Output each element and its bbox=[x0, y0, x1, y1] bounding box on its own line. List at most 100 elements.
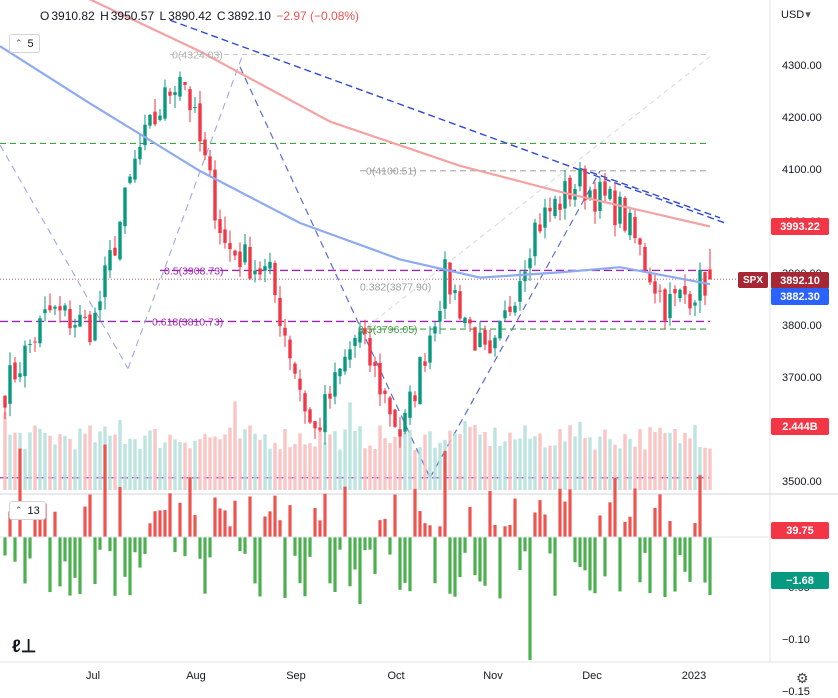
oscillator-bar bbox=[33, 503, 37, 537]
oscillator-bar bbox=[23, 537, 27, 584]
fib-annotations: 0(4324.03) 0.5(3908.73) 0.618(3810.73) 0(41… bbox=[152, 50, 431, 337]
volume-bar bbox=[258, 439, 262, 490]
candle-body bbox=[93, 313, 97, 341]
oscillator-bar bbox=[73, 537, 77, 578]
time-tick-label: Sep bbox=[286, 670, 306, 682]
volume-bar bbox=[578, 421, 582, 490]
faint-diagonal bbox=[359, 56, 711, 333]
candle-body bbox=[38, 318, 42, 344]
oscillator-bar bbox=[698, 475, 702, 537]
candle-body bbox=[468, 319, 472, 324]
candle-body bbox=[608, 188, 612, 200]
oscillator-bar bbox=[328, 537, 332, 584]
volume-bar bbox=[668, 432, 672, 490]
oscillator-bar bbox=[553, 537, 557, 596]
oscillator-bar bbox=[98, 537, 102, 550]
oscillator-bar bbox=[108, 537, 112, 552]
oscillator-bar bbox=[338, 537, 342, 550]
volume-bar bbox=[403, 432, 407, 490]
candle-body bbox=[118, 221, 122, 260]
volume-bar bbox=[133, 439, 137, 490]
volume-bar bbox=[363, 448, 367, 490]
gear-icon[interactable]: ⚙ bbox=[796, 670, 809, 686]
candle-body bbox=[578, 168, 582, 187]
candle-body bbox=[298, 378, 302, 390]
symbol-tag: SPX bbox=[738, 272, 768, 288]
oscillator-bar bbox=[313, 508, 317, 537]
candle-body bbox=[548, 207, 552, 212]
volume-bar bbox=[63, 435, 67, 490]
volume-bar bbox=[498, 446, 502, 490]
oscillator-bar bbox=[103, 444, 107, 537]
oscillator-bar bbox=[448, 537, 452, 594]
candle-body bbox=[363, 328, 367, 334]
volume-bars bbox=[3, 401, 712, 490]
candle-body bbox=[223, 229, 227, 243]
channel-line-left bbox=[0, 144, 129, 369]
volume-bar bbox=[323, 442, 327, 490]
volume-bar bbox=[393, 436, 397, 490]
price-tick-label: 4100.00 bbox=[782, 164, 822, 176]
time-tick-label: Jul bbox=[85, 670, 101, 682]
candle-body bbox=[698, 270, 702, 301]
oscillator-bar bbox=[423, 523, 427, 537]
oscillator-bar bbox=[513, 498, 517, 537]
candle-body bbox=[398, 429, 402, 437]
volume-bar bbox=[658, 427, 662, 490]
candle-body bbox=[678, 289, 682, 299]
candle-body bbox=[513, 305, 517, 313]
candle-body bbox=[263, 266, 267, 271]
oscillator-bar bbox=[443, 450, 447, 537]
oscillator-bar bbox=[193, 515, 197, 537]
oscillator-bar bbox=[648, 537, 652, 594]
tradingview-logo[interactable]: ℓ⊥ bbox=[12, 636, 37, 656]
candle-body bbox=[588, 190, 592, 198]
volume-bar bbox=[248, 425, 252, 490]
candlesticks bbox=[3, 71, 712, 448]
candle-body bbox=[348, 349, 352, 360]
volume-bar bbox=[28, 432, 32, 490]
oscillator-bar bbox=[208, 537, 212, 558]
volume-bar bbox=[203, 434, 207, 490]
candle-body bbox=[83, 316, 87, 318]
volume-bar bbox=[703, 447, 707, 490]
oscillator-bar bbox=[118, 486, 122, 537]
oscillator-bar bbox=[588, 537, 592, 591]
currency-selector[interactable]: USD bbox=[781, 8, 811, 21]
oscillator-bar bbox=[143, 537, 147, 554]
candle-body bbox=[528, 258, 532, 269]
fib-mid-label: 0.5(3908.73) bbox=[164, 265, 224, 277]
candle-body bbox=[133, 158, 137, 180]
fib-right-5-label: 0.5(3796.05) bbox=[358, 324, 418, 336]
candle-body bbox=[443, 259, 447, 309]
candle-body bbox=[483, 329, 487, 345]
candle-body bbox=[438, 310, 442, 322]
price-tick-label: 3500.00 bbox=[782, 476, 822, 488]
oscillator-bar bbox=[653, 507, 657, 537]
volume-bar bbox=[43, 433, 47, 490]
oscillator-bar bbox=[408, 537, 412, 592]
oscillator-bar bbox=[233, 500, 237, 537]
volume-bar bbox=[303, 444, 307, 490]
volume-bar bbox=[413, 449, 417, 490]
volume-bar bbox=[48, 435, 52, 490]
volume-bar bbox=[613, 444, 617, 490]
interval-pill[interactable]: ⌃ 5 bbox=[9, 34, 40, 53]
volume-bar bbox=[243, 429, 247, 490]
oscillator-pill[interactable]: ⌃ 13 bbox=[9, 501, 46, 520]
candle-body bbox=[68, 308, 72, 329]
oscillator-bar bbox=[43, 503, 47, 537]
volume-bar bbox=[478, 434, 482, 490]
volume-bar bbox=[13, 432, 17, 490]
oscillator-bar bbox=[353, 537, 357, 570]
oscillator-bar bbox=[593, 537, 597, 594]
volume-bar bbox=[558, 429, 562, 490]
volume-bar bbox=[193, 440, 197, 490]
volume-bar bbox=[268, 448, 272, 490]
oscillator-bar bbox=[668, 521, 672, 537]
volume-bar bbox=[523, 425, 527, 490]
volume-bar bbox=[318, 430, 322, 490]
volume-tag: 2.444B bbox=[771, 418, 829, 435]
oscillator-bar bbox=[288, 505, 292, 537]
